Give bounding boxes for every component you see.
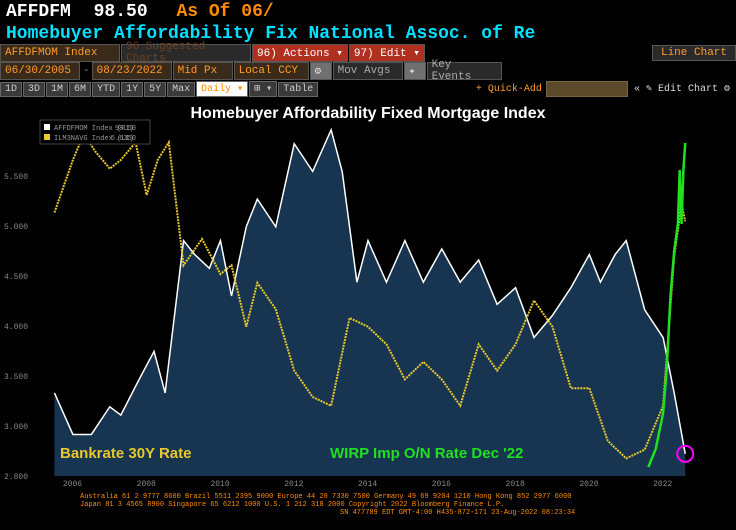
toolbar-3: 1D3D1M6MYTD1Y5YMax Daily ▾ ⊞ ▾ Table + Q… <box>0 80 736 98</box>
svg-text:2010: 2010 <box>210 480 229 489</box>
settings-icon[interactable]: ⚙ <box>310 62 332 80</box>
svg-text:2016: 2016 <box>432 480 451 489</box>
freq-button-1m[interactable]: 1M <box>46 82 68 97</box>
daily-dropdown[interactable]: Daily ▾ <box>196 81 248 97</box>
last-price: 98.50 <box>94 2 148 22</box>
freq-button-1d[interactable]: 1D <box>0 82 22 97</box>
security-description: Homebuyer Affordability Fix National Ass… <box>0 24 736 44</box>
freq-button-6m[interactable]: 6M <box>69 82 91 97</box>
layout-dropdown[interactable]: ⊞ ▾ <box>249 81 277 97</box>
svg-text:Japan 81 3 4565 8900 Sing: Japan 81 3 4565 8900 Singapore 65 6212 1… <box>80 501 504 509</box>
freq-button-3d[interactable]: 3D <box>23 82 45 97</box>
svg-text:Australia 61 2 9777 8600 Brazi: Australia 61 2 9777 8600 Brazil 5511 239… <box>80 493 571 501</box>
svg-text:5.500: 5.500 <box>4 173 28 182</box>
toolbar-2: 06/30/2005 - 08/23/2022 Mid Px Local CCY… <box>0 62 736 80</box>
freq-button-1y[interactable]: 1Y <box>121 82 143 97</box>
svg-text:2018: 2018 <box>506 480 525 489</box>
date-to-input[interactable]: 08/23/2022 <box>92 62 172 80</box>
svg-text:4.000: 4.000 <box>4 323 28 332</box>
events-icon[interactable]: ✦ <box>404 62 426 80</box>
wirp-label: WIRP Imp O/N Rate Dec '22 <box>330 445 523 462</box>
chart-area[interactable]: 2.800 3.000 3.500 4.000 4.500 5.000 5.500 2006 2… <box>0 98 736 518</box>
mid-px-dropdown[interactable]: Mid Px <box>173 62 233 80</box>
local-ccy-dropdown[interactable]: Local CCY <box>234 62 309 80</box>
key-events-button[interactable]: Key Events <box>427 62 502 80</box>
freq-button-ytd[interactable]: YTD <box>92 82 120 97</box>
svg-text:2020: 2020 <box>579 480 598 489</box>
freq-button-max[interactable]: Max <box>167 82 195 97</box>
chart-type-label[interactable]: Line Chart <box>652 45 736 61</box>
svg-text:2008: 2008 <box>137 480 156 489</box>
add-data-input[interactable] <box>546 81 628 97</box>
svg-text:Homebuyer Affordability Fixed: Homebuyer Affordability Fixed Mortgage I… <box>190 105 545 122</box>
index-code-box[interactable]: AFFDFMOM Index <box>0 44 120 62</box>
svg-text:2014: 2014 <box>358 480 377 489</box>
svg-text:2022: 2022 <box>653 480 672 489</box>
svg-text:4.500: 4.500 <box>4 273 28 282</box>
date-from-input[interactable]: 06/30/2005 <box>0 62 80 80</box>
mov-avgs-button[interactable]: Mov Avgs <box>333 62 403 80</box>
freq-button-5y[interactable]: 5Y <box>144 82 166 97</box>
table-button[interactable]: Table <box>278 82 318 97</box>
suggested-charts-button[interactable]: 96 Suggested Charts <box>121 44 251 62</box>
svg-text:98.50: 98.50 <box>115 125 136 133</box>
svg-text:SN 477789 EDT GMT-4:00 H435-8: SN 477789 EDT GMT-4:00 H435-872-171 23-A… <box>340 509 575 517</box>
svg-text:5.000: 5.000 <box>4 223 28 232</box>
asof-label: As Of <box>176 2 230 22</box>
svg-text:2012: 2012 <box>284 480 303 489</box>
quick-add-button[interactable]: + Quick-Add <box>472 84 546 95</box>
svg-text:2.800: 2.800 <box>4 473 28 482</box>
svg-text:5.6350: 5.6350 <box>111 135 136 143</box>
edit-chart-button[interactable]: « ✎ Edit Chart ⚙ <box>628 83 736 95</box>
actions-dropdown[interactable]: 96) Actions ▾ <box>252 44 348 62</box>
svg-text:2006: 2006 <box>63 480 82 489</box>
ticker-symbol: AFFDFM <box>6 2 71 22</box>
toolbar-1: AFFDFMOM Index 96 Suggested Charts 96) A… <box>0 44 736 62</box>
asof-date: 06/ <box>241 2 273 22</box>
svg-text:3.000: 3.000 <box>4 423 28 432</box>
bankrate-label: Bankrate 30Y Rate <box>60 445 191 462</box>
edit-dropdown[interactable]: 97) Edit ▾ <box>349 44 425 62</box>
svg-text:3.500: 3.500 <box>4 373 28 382</box>
